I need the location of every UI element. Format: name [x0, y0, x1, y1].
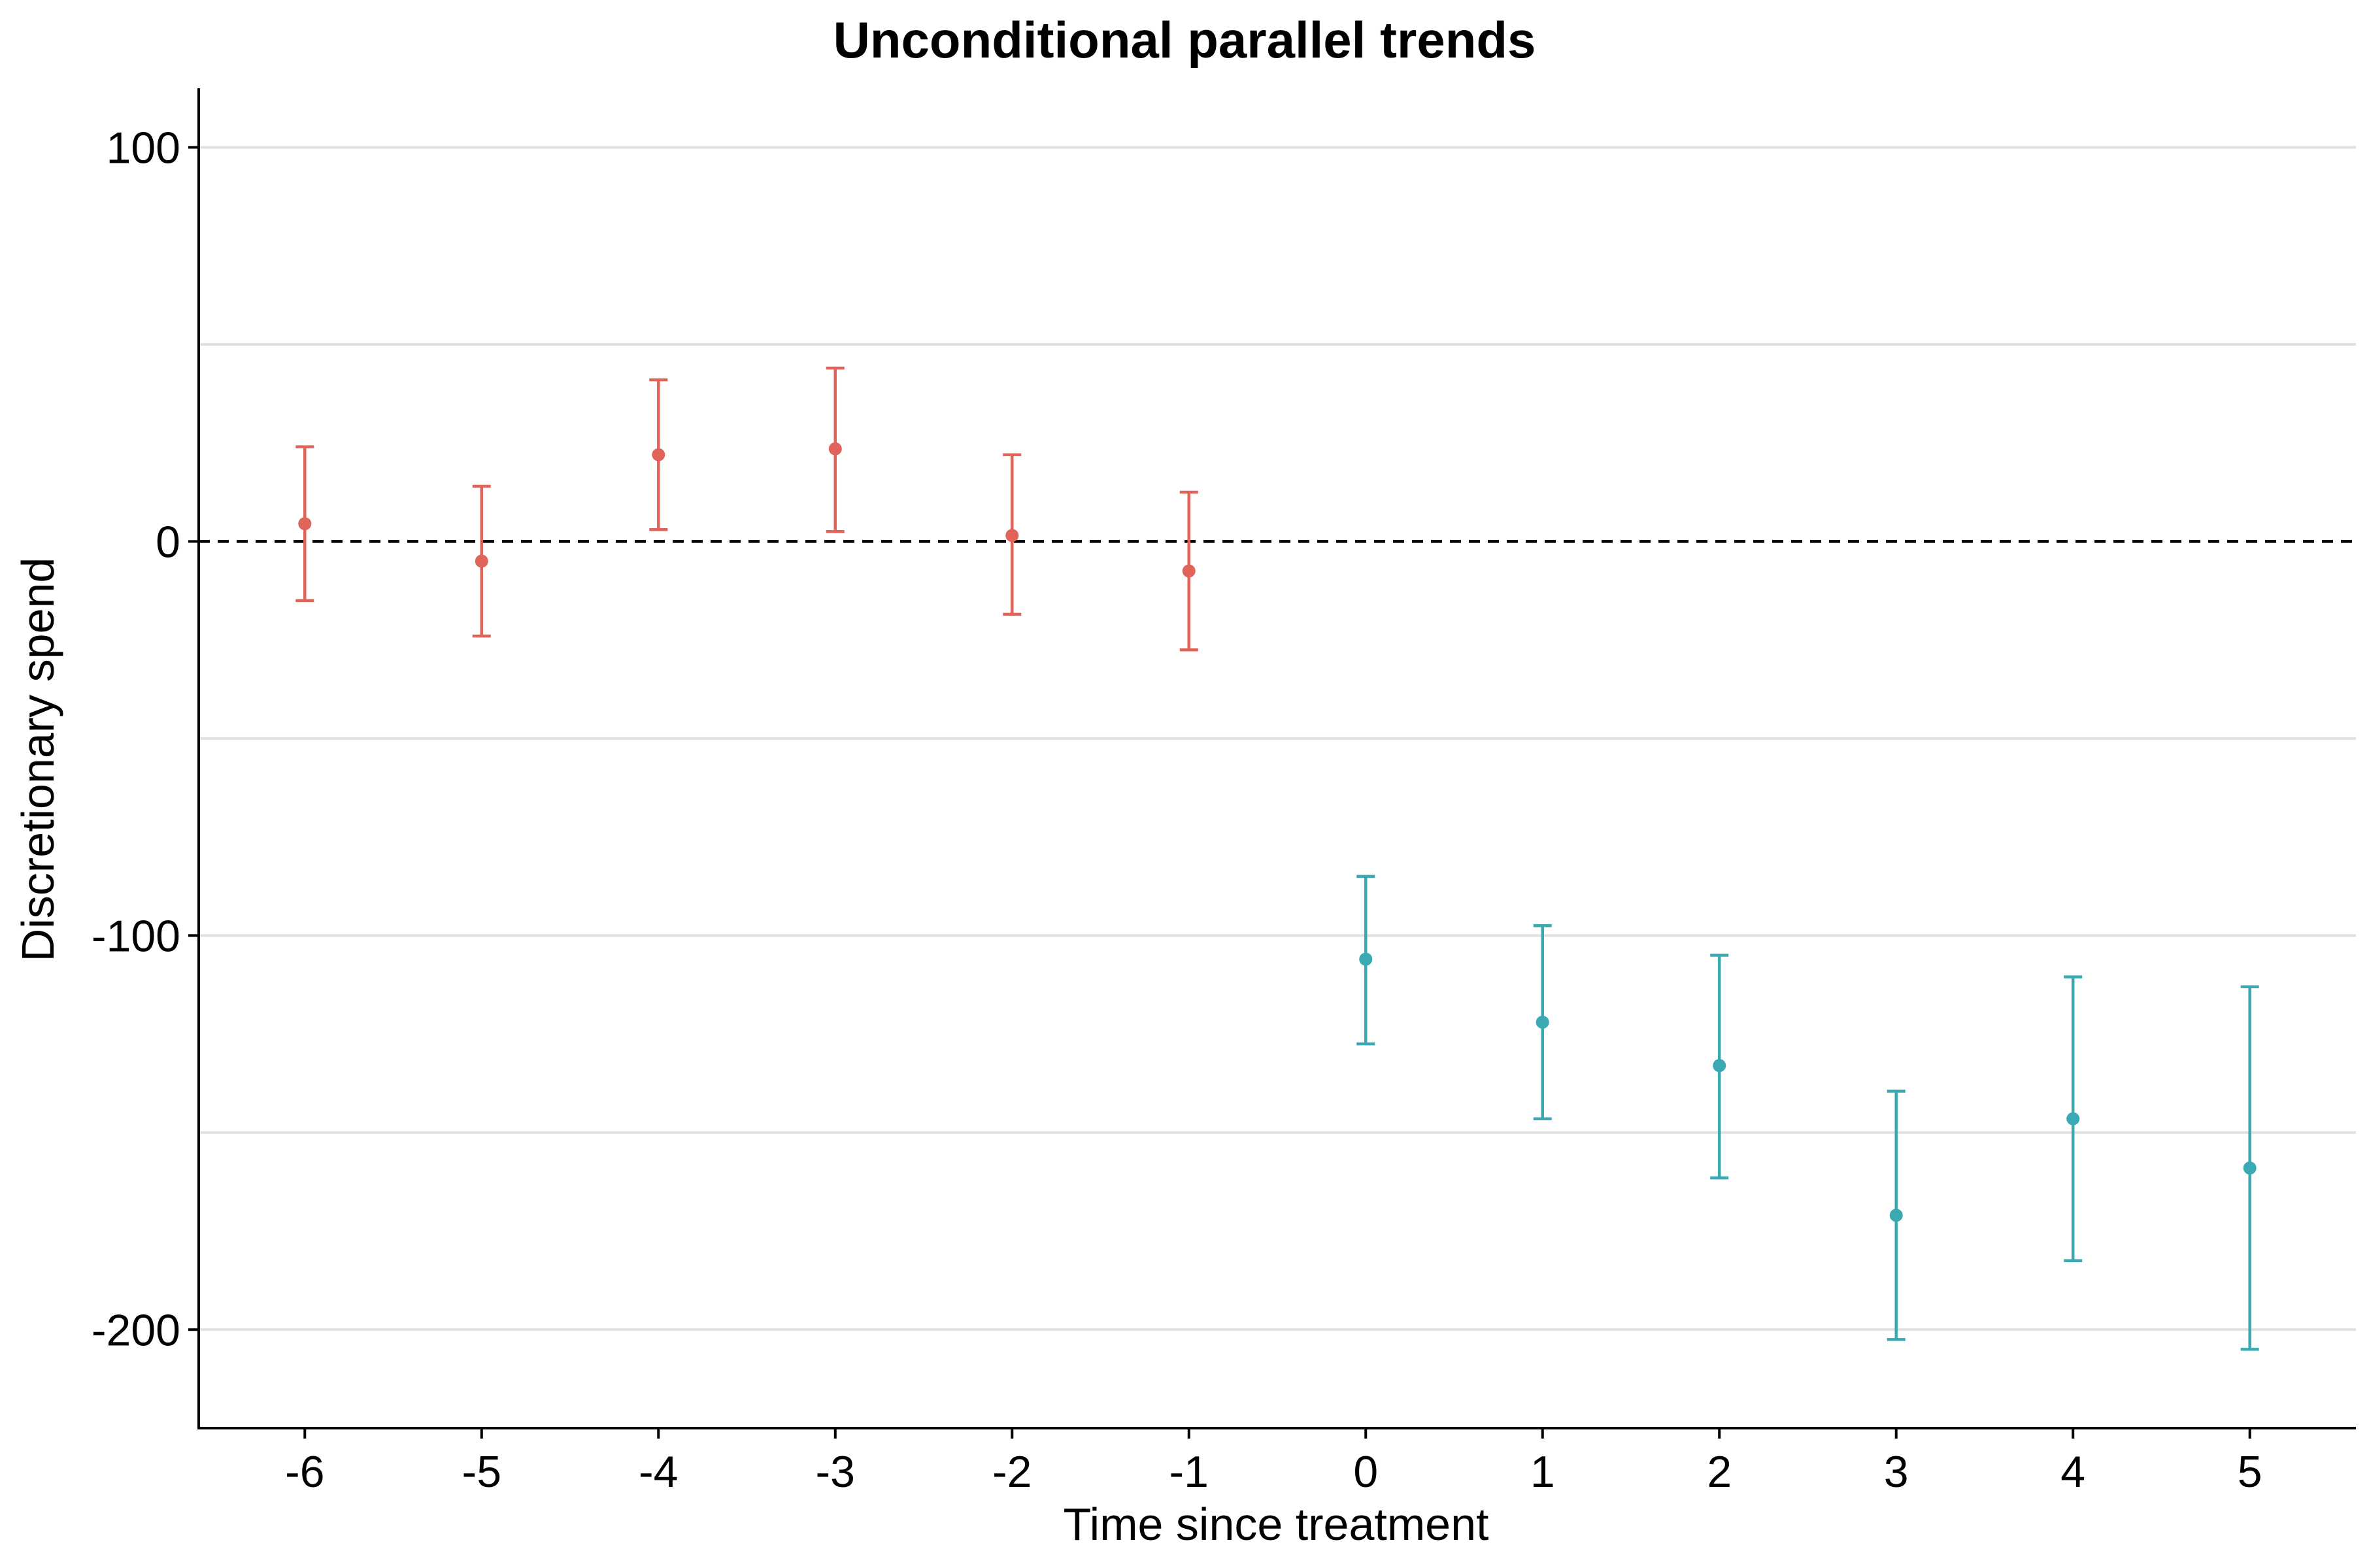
- point-estimate: [2066, 1112, 2080, 1126]
- axes: [188, 88, 2356, 1439]
- point-estimate: [1713, 1059, 1726, 1073]
- point-estimate: [475, 554, 488, 568]
- point-estimate: [2243, 1161, 2257, 1175]
- point-estimate: [1005, 529, 1019, 542]
- x-tick-label: 1: [1530, 1447, 1555, 1497]
- point-estimate: [828, 442, 842, 456]
- error-bar-point: [1533, 924, 1552, 1120]
- error-bar-point: [1887, 1090, 1906, 1341]
- error-bar-point: [2064, 975, 2083, 1262]
- x-tick-label: -4: [639, 1447, 678, 1497]
- error-bar-point: [1710, 954, 1729, 1180]
- x-tick-label: 5: [2238, 1447, 2262, 1497]
- error-bar-point: [1003, 453, 1022, 616]
- point-estimate: [1889, 1209, 1903, 1222]
- x-tick-label: -1: [1169, 1447, 1209, 1497]
- y-axis-title: Discretionary spend: [12, 558, 63, 962]
- x-tick-label: 4: [2060, 1447, 2085, 1497]
- error-bar-point: [2240, 985, 2259, 1351]
- x-tick-label: 3: [1884, 1447, 1909, 1497]
- gridlines: [199, 146, 2356, 1331]
- error-bar-point: [472, 484, 491, 638]
- error-bar-point: [1179, 490, 1198, 652]
- point-estimate: [1182, 564, 1196, 578]
- error-bar-point: [1356, 875, 1375, 1046]
- point-estimate: [652, 448, 665, 461]
- x-tick-label: 2: [1707, 1447, 1732, 1497]
- point-estimate: [298, 517, 312, 531]
- x-tick-label: -2: [992, 1447, 1032, 1497]
- error-bar-point: [649, 378, 668, 531]
- data-layer: [295, 366, 2259, 1351]
- y-tick-label: 0: [156, 517, 180, 567]
- x-tick-label: -5: [462, 1447, 501, 1497]
- error-bar-point: [826, 366, 845, 533]
- x-tick-label: -3: [816, 1447, 855, 1497]
- error-bar-point: [295, 445, 314, 603]
- x-axis-title: Time since treatment: [1064, 1499, 1489, 1550]
- chart-title: Unconditional parallel trends: [833, 11, 1536, 69]
- x-tick-label: -6: [285, 1447, 324, 1497]
- x-tick-label: 0: [1353, 1447, 1378, 1497]
- point-estimate: [1536, 1015, 1549, 1029]
- y-tick-label: -200: [92, 1305, 180, 1355]
- tick-labels: 100 0 -100 -200 -6 -5 -4 -3 -2 -1 0 1 2 3 4 5: [92, 123, 2262, 1497]
- y-tick-label: 100: [107, 123, 180, 173]
- y-tick-label: -100: [92, 911, 180, 961]
- point-estimate: [1359, 952, 1373, 966]
